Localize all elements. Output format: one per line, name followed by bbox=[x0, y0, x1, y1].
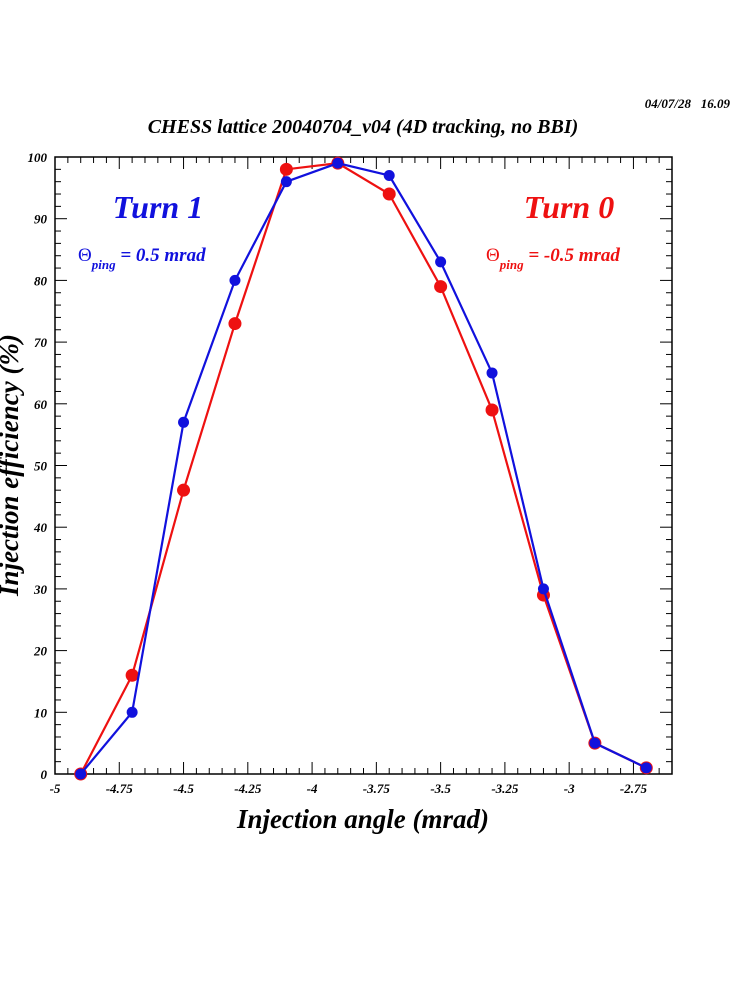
data-point bbox=[229, 274, 241, 286]
data-point bbox=[126, 706, 138, 718]
data-point bbox=[485, 403, 499, 417]
turn0-theta-value: = -0.5 mrad bbox=[524, 245, 621, 266]
data-point bbox=[280, 176, 292, 188]
y-tick-label: 10 bbox=[34, 705, 48, 720]
theta-symbol: Θ bbox=[78, 245, 92, 266]
y-tick-label: 80 bbox=[34, 273, 48, 288]
x-tick-label: -2.75 bbox=[620, 781, 648, 796]
data-point bbox=[434, 280, 448, 294]
x-tick-label: -4.75 bbox=[106, 781, 134, 796]
y-tick-label: 70 bbox=[34, 335, 48, 350]
data-point bbox=[589, 737, 601, 749]
data-point bbox=[435, 256, 447, 268]
x-tick-label: -3 bbox=[564, 781, 575, 796]
y-tick-label: 30 bbox=[33, 582, 48, 597]
timestamp: 04/07/28 16.09 bbox=[645, 96, 731, 111]
data-point bbox=[537, 583, 549, 595]
y-tick-label: 20 bbox=[33, 644, 48, 659]
x-tick-labels: -5 -4.75 -4.5 -4.25 -4 -3.75 -3.5 -3.25 -3 -2.75 bbox=[50, 781, 648, 796]
y-tick-label: 100 bbox=[28, 150, 48, 165]
y-tick-label: 0 bbox=[41, 767, 48, 782]
data-point bbox=[177, 483, 191, 497]
data-point bbox=[382, 187, 396, 201]
x-tick-label: -3.5 bbox=[430, 781, 451, 796]
y-tick-labels: 0 10 20 30 40 50 60 70 80 90 100 bbox=[28, 150, 48, 782]
turn0-theta-ping: Θping = -0.5 mrad bbox=[486, 245, 620, 272]
data-point bbox=[178, 416, 190, 428]
series-layer bbox=[74, 156, 653, 781]
x-tick-label: -3.75 bbox=[363, 781, 391, 796]
turn1-theta-ping: Θping = 0.5 mrad bbox=[78, 245, 206, 272]
data-point bbox=[640, 762, 652, 774]
series-turn-1 bbox=[75, 157, 652, 780]
series-line bbox=[79, 162, 647, 775]
x-axis-label: Injection angle (mrad) bbox=[236, 804, 489, 834]
turn0-label: Turn 0 bbox=[524, 189, 614, 225]
data-point bbox=[75, 768, 87, 780]
x-tick-label: -5 bbox=[50, 781, 61, 796]
y-tick-label: 90 bbox=[34, 212, 48, 227]
y-tick-label: 50 bbox=[34, 459, 48, 474]
x-tick-label: -4.25 bbox=[234, 781, 262, 796]
y-axis-label: Injection efficiency (%) bbox=[0, 334, 24, 597]
axis-ticks bbox=[54, 156, 673, 775]
data-point bbox=[332, 157, 344, 169]
x-tick-label: -3.25 bbox=[491, 781, 519, 796]
data-point bbox=[125, 668, 139, 682]
series-line bbox=[79, 162, 647, 775]
x-tick-label: -4.5 bbox=[173, 781, 194, 796]
data-point bbox=[486, 367, 498, 379]
data-point bbox=[279, 162, 293, 176]
ping-subscript: ping bbox=[91, 257, 116, 272]
data-point bbox=[383, 170, 395, 182]
x-tick-label: -4 bbox=[307, 781, 318, 796]
chart-title: CHESS lattice 20040704_v04 (4D tracking,… bbox=[148, 116, 579, 138]
ping-subscript: ping bbox=[499, 257, 524, 272]
y-tick-label: 40 bbox=[33, 520, 48, 535]
theta-symbol: Θ bbox=[486, 245, 500, 266]
turn1-theta-value: = 0.5 mrad bbox=[116, 245, 206, 266]
data-point bbox=[228, 317, 242, 331]
turn1-label: Turn 1 bbox=[113, 189, 203, 225]
y-tick-label: 60 bbox=[34, 397, 48, 412]
